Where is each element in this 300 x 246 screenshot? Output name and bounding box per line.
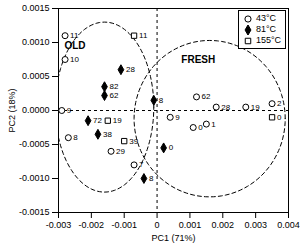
svg-text:-0.002: -0.002	[79, 220, 105, 230]
svg-text:0.0015: 0.0015	[22, 3, 50, 13]
svg-text:PC1 (71%): PC1 (71%)	[151, 233, 195, 243]
svg-text:-0.0015: -0.0015	[19, 207, 50, 217]
svg-text:0: 0	[198, 123, 203, 132]
html-text:155°C: 155°C	[255, 35, 281, 45]
svg-text:0.003: 0.003	[244, 220, 267, 230]
svg-text:0.001: 0.001	[179, 220, 202, 230]
svg-text:11: 11	[70, 31, 79, 40]
svg-text:8: 8	[73, 133, 78, 142]
svg-text:19: 19	[251, 103, 260, 112]
svg-text:72: 72	[93, 116, 102, 125]
svg-text:10: 10	[70, 55, 79, 64]
svg-text:0.002: 0.002	[212, 220, 235, 230]
svg-text:19: 19	[113, 116, 122, 125]
svg-text:0.004: 0.004	[277, 220, 300, 230]
svg-text:0.0005: 0.0005	[22, 71, 50, 81]
svg-text:28: 28	[221, 103, 230, 112]
svg-text:9: 9	[67, 106, 72, 115]
svg-text:62: 62	[202, 92, 211, 101]
html-text:81°C: 81°C	[255, 24, 276, 34]
svg-text:0: 0	[277, 113, 282, 122]
svg-text:38: 38	[103, 130, 112, 139]
svg-text:62: 62	[110, 91, 119, 100]
html-text:43°C: 43°C	[255, 13, 276, 23]
svg-text:8: 8	[159, 96, 164, 105]
svg-text:0.0000: 0.0000	[22, 105, 50, 115]
svg-text:-0.001: -0.001	[111, 220, 137, 230]
svg-text:PC2 (18%): PC2 (18%)	[7, 88, 17, 132]
svg-text:7: 7	[139, 160, 144, 169]
svg-text:OLD: OLD	[64, 40, 85, 51]
svg-text:FRESH: FRESH	[181, 54, 215, 65]
svg-text:0.0010: 0.0010	[22, 37, 50, 47]
svg-text:-0.0005: -0.0005	[19, 139, 50, 149]
svg-text:39: 39	[129, 137, 138, 146]
svg-text:9: 9	[175, 113, 180, 122]
svg-text:28: 28	[126, 65, 135, 74]
svg-text:0: 0	[169, 143, 174, 152]
svg-text:-0.0010: -0.0010	[19, 173, 50, 183]
svg-text:2: 2	[277, 99, 282, 108]
svg-text:11: 11	[139, 31, 148, 40]
svg-text:8: 8	[149, 174, 154, 183]
svg-text:0: 0	[155, 220, 160, 230]
svg-text:29: 29	[116, 147, 125, 156]
svg-text:-0.003: -0.003	[46, 220, 72, 230]
svg-text:82: 82	[110, 82, 119, 91]
svg-text:1: 1	[211, 120, 216, 129]
